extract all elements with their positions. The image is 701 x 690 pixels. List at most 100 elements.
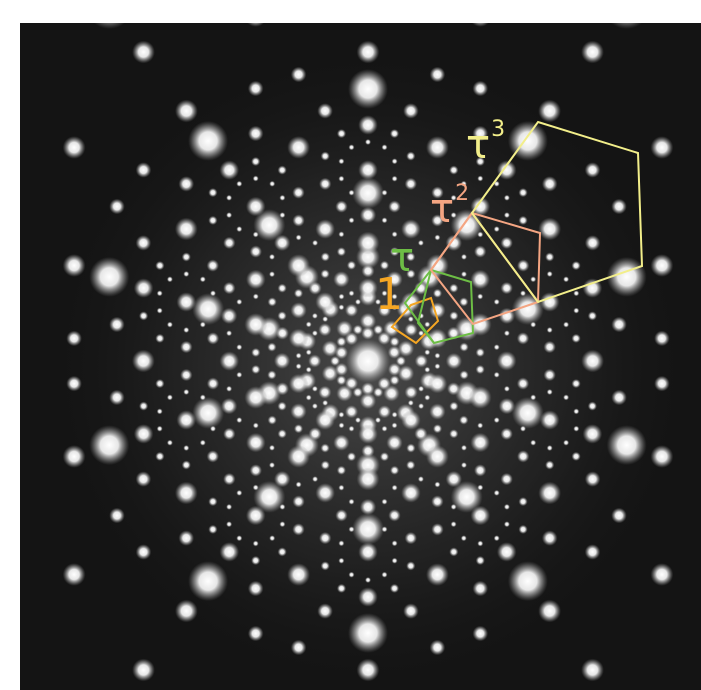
- diffraction-spot: [183, 389, 190, 395]
- diffraction-spot: [401, 483, 421, 503]
- diffraction-spot: [277, 283, 287, 293]
- diffraction-spot: [447, 382, 461, 396]
- diffraction-spot: [418, 385, 425, 392]
- diffraction-spot: [654, 375, 670, 392]
- diffraction-spot: [460, 535, 467, 542]
- diffraction-spot: [381, 498, 388, 505]
- diffraction-spot: [377, 303, 392, 317]
- diffraction-spot: [474, 245, 487, 258]
- diffraction-spot: [109, 389, 125, 406]
- scale-label-tau2-exponent: 2: [455, 181, 470, 206]
- diffraction-spot: [426, 136, 449, 159]
- diffraction-spot: [406, 460, 416, 470]
- diffraction-spot: [277, 429, 287, 439]
- diffraction-spot: [538, 481, 562, 505]
- diffraction-spot: [650, 136, 674, 159]
- diffraction-spot: [434, 352, 441, 359]
- diffraction-spot: [573, 307, 580, 314]
- diffraction-spot: [210, 425, 216, 432]
- diffraction-spot: [269, 180, 276, 187]
- diffraction-spot: [236, 417, 243, 424]
- diffraction-spot: [391, 158, 398, 165]
- diffraction-spot: [206, 332, 220, 345]
- diffraction-spot: [338, 158, 345, 165]
- diffraction-spot: [269, 271, 275, 278]
- diffraction-spot: [277, 311, 287, 321]
- diffraction-spot: [496, 351, 517, 371]
- diffraction-spot: [477, 231, 484, 238]
- diffraction-spot: [406, 269, 416, 279]
- diffraction-spot: [319, 177, 332, 191]
- diffraction-spot: [180, 368, 193, 382]
- diffraction-spot: [358, 542, 378, 562]
- diffraction-spot: [445, 234, 462, 252]
- diffraction-spot: [654, 330, 670, 347]
- diffraction-spot: [336, 247, 346, 257]
- diffraction-spot: [319, 531, 332, 545]
- diffraction-spot: [135, 544, 152, 560]
- diffraction-spot: [429, 66, 446, 83]
- diffraction-spot: [312, 476, 319, 483]
- diffraction-spot: [395, 356, 406, 366]
- diffraction-spot: [311, 312, 318, 319]
- diffraction-spot: [166, 276, 173, 283]
- diffraction-spot: [546, 389, 553, 395]
- diffraction-spot: [358, 278, 378, 298]
- diffraction-spot: [391, 540, 398, 547]
- diffraction-spot: [584, 471, 601, 487]
- diffraction-spot: [295, 481, 302, 488]
- diffraction-spot: [352, 177, 384, 209]
- diffraction-spot: [461, 271, 467, 278]
- diffraction-spot: [199, 439, 206, 446]
- diffraction-spot: [338, 540, 345, 547]
- diffraction-spot: [356, 231, 380, 255]
- scale-label-tau3-exponent: 3: [491, 117, 506, 142]
- diffraction-spot: [381, 144, 388, 151]
- diffraction-spot: [287, 563, 310, 586]
- diffraction-spot: [247, 80, 264, 97]
- diffraction-spot: [389, 375, 400, 386]
- diffraction-spot: [434, 234, 441, 241]
- diffraction-spot: [344, 376, 359, 390]
- diffraction-spot: [178, 176, 195, 192]
- diffraction-spot: [156, 408, 163, 415]
- diffraction-spot: [450, 521, 457, 528]
- diffraction-spot: [429, 639, 446, 656]
- diffraction-spot: [493, 371, 500, 378]
- diffraction-spot: [252, 422, 259, 429]
- diffraction-spot: [279, 212, 286, 219]
- diffraction-spot: [178, 530, 195, 546]
- diffraction-spot: [386, 271, 403, 288]
- diffraction-spot: [450, 194, 457, 201]
- diffraction-spot: [318, 323, 332, 337]
- diffraction-spot: [496, 160, 517, 180]
- diffraction-spot: [166, 394, 173, 401]
- diffraction-spot: [475, 156, 485, 167]
- diffraction-spot: [449, 165, 459, 175]
- diffraction-spot: [359, 498, 377, 516]
- diffraction-spot: [348, 189, 355, 196]
- diffraction-spot: [470, 269, 491, 290]
- diffraction-spot: [156, 307, 163, 314]
- diffraction-spot: [450, 212, 457, 219]
- diffraction-spot: [336, 465, 346, 475]
- diffraction-spot: [401, 292, 421, 312]
- diffraction-spot: [381, 290, 388, 297]
- diffraction-spot: [311, 330, 318, 337]
- diffraction-spot: [426, 445, 449, 468]
- diffraction-spot: [274, 470, 291, 488]
- diffraction-spot: [133, 278, 154, 298]
- diffraction-spot: [293, 288, 304, 298]
- diffraction-spot: [587, 401, 598, 411]
- diffraction-spot: [493, 489, 500, 496]
- diffraction-spot: [348, 144, 355, 151]
- diffraction-spot: [571, 333, 581, 343]
- diffraction-spot: [226, 194, 233, 201]
- diffraction-spot: [373, 387, 384, 398]
- diffraction-spot: [582, 278, 603, 298]
- diffraction-spot: [434, 363, 441, 370]
- diffraction-spot: [335, 200, 348, 213]
- diffraction-spot: [275, 382, 289, 396]
- diffraction-spot: [223, 236, 236, 250]
- diffraction-spot: [650, 563, 674, 586]
